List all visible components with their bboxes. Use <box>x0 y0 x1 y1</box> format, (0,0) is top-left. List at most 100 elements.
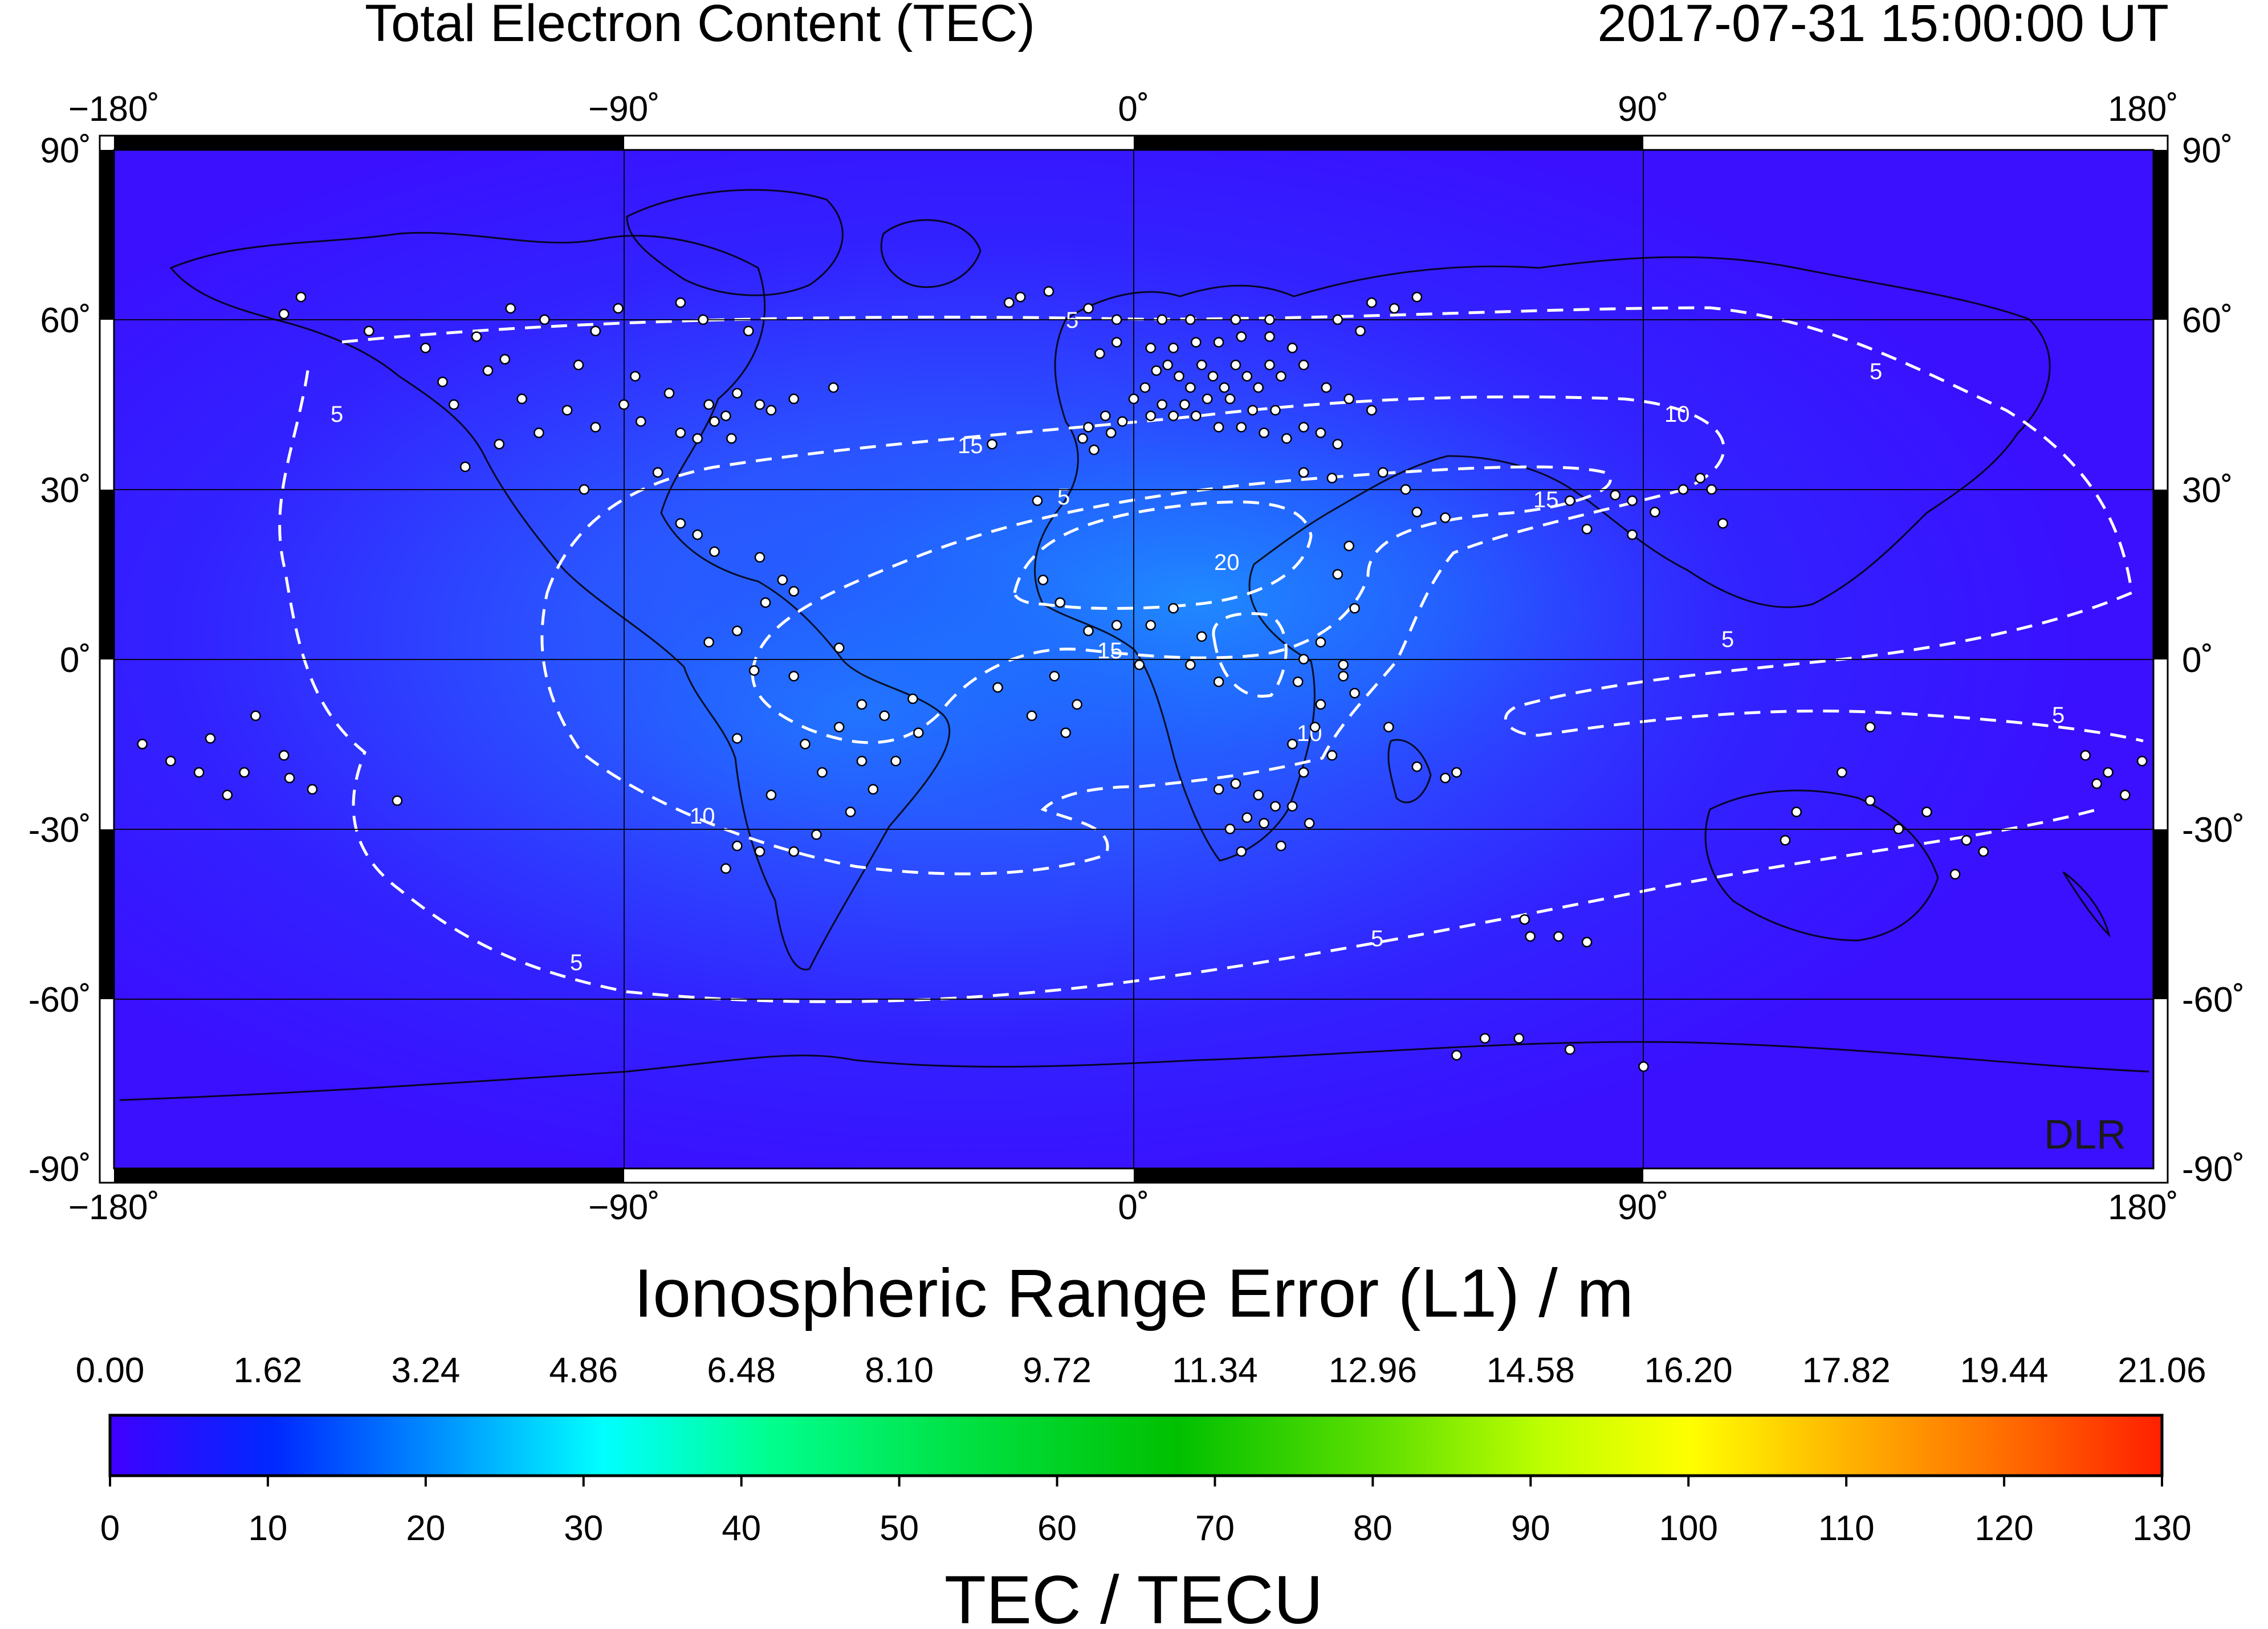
station-marker <box>561 405 573 416</box>
station-marker <box>692 433 703 444</box>
station-marker <box>1224 393 1236 405</box>
station-marker <box>732 733 743 744</box>
station-marker <box>754 846 765 857</box>
station-marker <box>1054 597 1066 608</box>
station-marker <box>788 393 799 405</box>
station-marker <box>1949 869 1961 880</box>
colorbar-bottom-tick-label: 80 <box>1353 1509 1392 1548</box>
colorbar-top-tick-label: 19.44 <box>1960 1351 2048 1390</box>
svg-text:5: 5 <box>1371 926 1383 951</box>
station-marker <box>1072 699 1082 710</box>
svg-text:180˚: 180˚ <box>2108 1188 2179 1227</box>
colorbar-bottom-tick-label: 30 <box>564 1509 603 1548</box>
station-marker <box>137 739 148 750</box>
svg-text:60˚: 60˚ <box>2182 301 2233 340</box>
station-marker <box>1411 507 1423 518</box>
station-marker <box>449 399 459 410</box>
station-marker <box>1332 314 1343 325</box>
station-marker <box>1440 772 1451 784</box>
station-marker <box>890 755 901 767</box>
station-marker <box>652 467 663 478</box>
station-marker <box>1270 801 1281 812</box>
lat-ticks-right: 90˚ 60˚ 30˚ 0˚ -30˚ -60˚ -90˚ <box>2182 131 2245 1189</box>
station-marker <box>1264 314 1275 325</box>
colorbar-bottom-tick-label: 20 <box>406 1509 445 1548</box>
station-marker <box>856 699 868 710</box>
station-marker <box>1185 382 1196 393</box>
station-marker <box>692 529 703 540</box>
station-marker <box>1315 637 1326 647</box>
colorbar-top-tick-label: 21.06 <box>2118 1351 2206 1390</box>
station-marker <box>1864 722 1876 732</box>
station-marker <box>868 784 879 795</box>
station-marker <box>1236 331 1247 342</box>
station-marker <box>1627 495 1638 506</box>
station-marker <box>1292 676 1304 687</box>
station-marker <box>590 422 601 433</box>
station-marker <box>534 427 544 438</box>
colorbar-top-tick-label: 14.58 <box>1487 1351 1575 1390</box>
station-marker <box>630 370 641 382</box>
svg-text:0˚: 0˚ <box>60 641 91 680</box>
svg-text:15: 15 <box>1533 487 1559 512</box>
station-marker <box>1298 422 1309 433</box>
station-marker <box>1083 303 1094 314</box>
svg-text:0˚: 0˚ <box>2182 641 2213 680</box>
svg-text:10: 10 <box>1664 402 1690 427</box>
svg-text:−90˚: −90˚ <box>588 89 660 129</box>
station-marker <box>1083 625 1094 637</box>
station-marker <box>1185 659 1196 670</box>
station-marker <box>1213 676 1224 687</box>
station-marker <box>1298 467 1309 478</box>
station-marker <box>1338 659 1349 670</box>
station-marker <box>1145 410 1157 421</box>
station-marker <box>499 354 511 365</box>
station-marker <box>1276 840 1286 852</box>
station-marker <box>1791 807 1802 817</box>
colorbar-top-tick-label: 11.34 <box>1172 1351 1258 1390</box>
station-marker <box>1893 824 1904 834</box>
station-marker <box>1236 846 1247 857</box>
station-marker <box>732 388 743 399</box>
station-marker <box>295 291 307 303</box>
station-marker <box>1015 291 1026 303</box>
colorbar-bottom-tick-label: 40 <box>722 1509 761 1548</box>
station-marker <box>205 733 216 744</box>
station-marker <box>1315 699 1326 710</box>
station-marker <box>1650 507 1660 518</box>
station-marker <box>193 767 205 778</box>
station-marker <box>1230 778 1241 789</box>
station-marker <box>743 325 754 336</box>
svg-text:5: 5 <box>2052 703 2065 728</box>
map-title: Total Electron Content (TEC) <box>365 0 1035 52</box>
station-marker <box>1451 1050 1462 1061</box>
station-marker <box>1224 824 1236 834</box>
station-marker <box>590 325 601 336</box>
tec-map: 5 5 5 5 5 5 5 10 10 10 15 15 15 20 5 <box>28 89 2245 1227</box>
station-marker <box>1411 291 1423 303</box>
station-marker <box>636 416 646 427</box>
station-marker <box>1610 490 1621 500</box>
svg-text:-90˚: -90˚ <box>2182 1150 2245 1189</box>
station-marker <box>1174 370 1184 382</box>
svg-text:5: 5 <box>331 402 343 427</box>
station-marker <box>1037 575 1049 585</box>
svg-text:10: 10 <box>690 804 715 829</box>
station-marker <box>1864 795 1876 806</box>
station-marker <box>879 710 890 722</box>
station-marker <box>663 388 675 399</box>
station-marker <box>1695 473 1706 484</box>
station-marker <box>1111 314 1122 325</box>
station-marker <box>1343 540 1354 552</box>
station-marker <box>1157 314 1167 325</box>
station-marker <box>613 303 624 314</box>
graticule <box>114 150 2153 1168</box>
svg-text:5: 5 <box>570 950 583 975</box>
colorbar-bottom-tick-label: 70 <box>1195 1509 1235 1548</box>
station-marker <box>709 416 720 427</box>
svg-text:0˚: 0˚ <box>1118 1188 1149 1227</box>
station-marker <box>1298 360 1309 370</box>
station-marker <box>1213 337 1224 348</box>
station-marker <box>992 682 1003 693</box>
